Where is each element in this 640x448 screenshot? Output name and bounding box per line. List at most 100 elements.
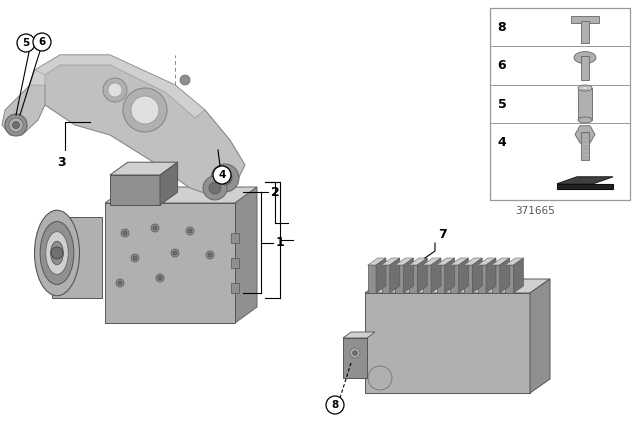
Polygon shape	[390, 258, 400, 293]
Polygon shape	[505, 258, 524, 265]
Ellipse shape	[582, 86, 589, 90]
Circle shape	[33, 33, 51, 51]
Bar	[52, 217, 102, 298]
Polygon shape	[110, 162, 178, 175]
Polygon shape	[423, 258, 441, 265]
Bar	[490, 8, 630, 200]
Circle shape	[151, 224, 159, 232]
Bar	[409, 265, 417, 293]
Ellipse shape	[40, 221, 74, 284]
Polygon shape	[35, 55, 205, 118]
Bar	[423, 265, 431, 293]
Polygon shape	[464, 258, 483, 265]
Polygon shape	[30, 70, 45, 85]
Circle shape	[153, 226, 157, 230]
Polygon shape	[431, 258, 441, 293]
Bar	[231, 233, 239, 243]
Polygon shape	[160, 162, 178, 205]
Polygon shape	[417, 258, 428, 293]
Circle shape	[118, 281, 122, 285]
Circle shape	[103, 78, 127, 102]
Circle shape	[208, 253, 212, 257]
Circle shape	[209, 182, 221, 194]
Circle shape	[123, 231, 127, 235]
Polygon shape	[451, 258, 468, 265]
Text: 4: 4	[498, 136, 506, 149]
Circle shape	[206, 251, 214, 259]
Circle shape	[350, 348, 360, 358]
Polygon shape	[486, 258, 496, 293]
Polygon shape	[381, 258, 400, 265]
Circle shape	[121, 229, 129, 237]
Bar	[557, 184, 613, 189]
Ellipse shape	[35, 210, 79, 296]
Text: 1: 1	[276, 236, 285, 249]
Polygon shape	[500, 258, 509, 293]
Bar	[581, 21, 589, 43]
Polygon shape	[445, 258, 455, 293]
Bar	[436, 265, 445, 293]
Bar	[381, 265, 390, 293]
Text: 6: 6	[38, 37, 45, 47]
Polygon shape	[513, 258, 524, 293]
Polygon shape	[409, 258, 428, 265]
Bar	[231, 258, 239, 268]
Circle shape	[116, 279, 124, 287]
Polygon shape	[105, 187, 257, 203]
Text: 8: 8	[498, 21, 506, 34]
Polygon shape	[365, 279, 550, 293]
Bar	[581, 56, 589, 80]
Polygon shape	[477, 258, 496, 265]
Polygon shape	[2, 70, 45, 135]
Text: 5: 5	[498, 98, 506, 111]
Bar	[105, 203, 235, 323]
Polygon shape	[492, 258, 509, 265]
Text: 5: 5	[22, 38, 29, 48]
Circle shape	[51, 247, 63, 259]
Ellipse shape	[13, 121, 19, 129]
Bar	[396, 265, 403, 293]
Polygon shape	[30, 55, 245, 195]
Ellipse shape	[5, 114, 27, 136]
Bar	[505, 265, 513, 293]
Bar	[365, 293, 530, 393]
Circle shape	[108, 83, 122, 97]
Bar	[581, 133, 589, 160]
Ellipse shape	[578, 85, 592, 91]
Circle shape	[158, 276, 162, 280]
Bar	[231, 283, 239, 293]
Text: 3: 3	[58, 155, 67, 168]
Bar	[578, 88, 592, 120]
Circle shape	[218, 171, 232, 185]
Bar	[343, 338, 367, 378]
Ellipse shape	[578, 117, 592, 123]
Circle shape	[173, 251, 177, 255]
Bar	[110, 175, 160, 205]
Circle shape	[131, 96, 159, 124]
Bar	[464, 265, 472, 293]
Circle shape	[133, 256, 137, 260]
Bar	[477, 265, 486, 293]
Polygon shape	[557, 177, 613, 184]
Circle shape	[188, 229, 192, 233]
Ellipse shape	[45, 232, 68, 274]
Polygon shape	[575, 126, 595, 143]
Circle shape	[186, 227, 194, 235]
Polygon shape	[396, 258, 413, 265]
Text: 7: 7	[438, 228, 447, 241]
Ellipse shape	[9, 118, 23, 132]
Ellipse shape	[51, 241, 63, 265]
Polygon shape	[530, 279, 550, 393]
Circle shape	[156, 274, 164, 282]
Bar	[571, 16, 599, 23]
Polygon shape	[376, 258, 386, 293]
Text: 2: 2	[271, 185, 280, 198]
Circle shape	[213, 166, 231, 184]
Circle shape	[353, 350, 358, 356]
Text: 8: 8	[332, 400, 339, 410]
Text: 371665: 371665	[515, 206, 555, 216]
Circle shape	[180, 75, 190, 85]
Text: 4: 4	[218, 170, 226, 180]
Circle shape	[368, 366, 392, 390]
Circle shape	[171, 249, 179, 257]
